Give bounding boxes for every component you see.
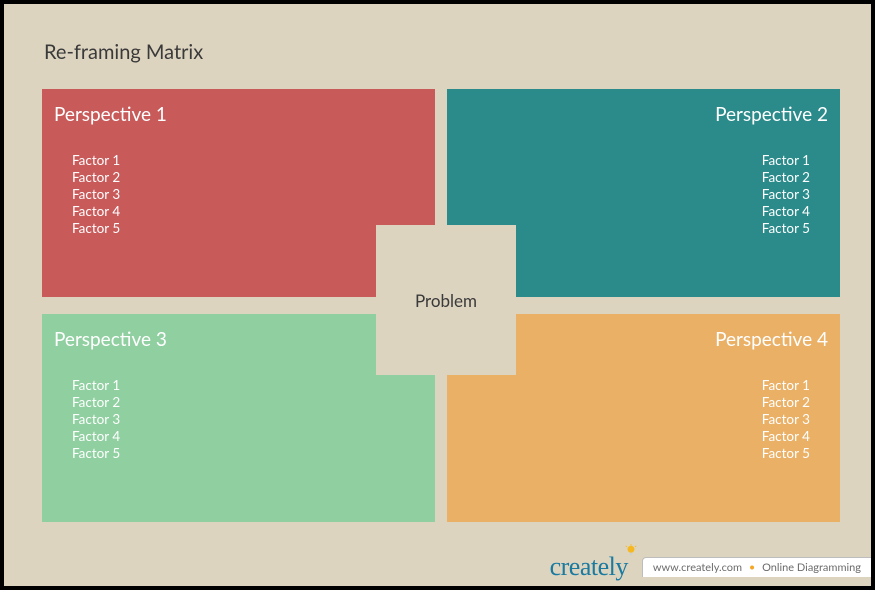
lightbulb-icon: [624, 544, 638, 558]
creately-logo: creately: [550, 552, 634, 582]
perspective-4-factors: Factor 1 Factor 2 Factor 3 Factor 4 Fact…: [762, 377, 810, 462]
list-item: Factor 1: [762, 152, 810, 169]
list-item: Factor 2: [762, 394, 810, 411]
diagram-title: Re-framing Matrix: [44, 40, 203, 64]
problem-box: Problem: [376, 225, 516, 375]
list-item: Factor 4: [762, 203, 810, 220]
list-item: Factor 4: [762, 428, 810, 445]
dot-separator: •: [745, 561, 759, 574]
list-item: Factor 1: [72, 377, 120, 394]
list-item: Factor 3: [72, 411, 120, 428]
list-item: Factor 5: [762, 445, 810, 462]
perspective-2-title: Perspective 2: [715, 103, 828, 126]
list-item: Factor 2: [762, 169, 810, 186]
perspective-1-title: Perspective 1: [54, 103, 167, 126]
list-item: Factor 4: [72, 428, 120, 445]
list-item: Factor 2: [72, 169, 120, 186]
footer-tagline: www.creately.com • Online Diagramming: [642, 557, 871, 577]
perspective-3-title: Perspective 3: [54, 328, 167, 351]
canvas-frame: Re-framing Matrix Perspective 1 Factor 1…: [4, 4, 871, 586]
perspective-2-factors: Factor 1 Factor 2 Factor 3 Factor 4 Fact…: [762, 152, 810, 237]
list-item: Factor 2: [72, 394, 120, 411]
problem-label: Problem: [415, 290, 477, 311]
footer: creately www.creately.com • Online Diagr…: [550, 548, 871, 586]
list-item: Factor 1: [762, 377, 810, 394]
perspective-3-factors: Factor 1 Factor 2 Factor 3 Factor 4 Fact…: [72, 377, 120, 462]
list-item: Factor 1: [72, 152, 120, 169]
list-item: Factor 3: [762, 186, 810, 203]
footer-tagline-text: Online Diagramming: [762, 561, 861, 574]
list-item: Factor 3: [762, 411, 810, 428]
list-item: Factor 3: [72, 186, 120, 203]
perspective-1-factors: Factor 1 Factor 2 Factor 3 Factor 4 Fact…: [72, 152, 120, 237]
list-item: Factor 5: [762, 220, 810, 237]
perspective-4-title: Perspective 4: [715, 328, 828, 351]
logo-text: creately: [550, 552, 628, 582]
list-item: Factor 5: [72, 445, 120, 462]
footer-url: www.creately.com: [653, 561, 742, 574]
list-item: Factor 5: [72, 220, 120, 237]
list-item: Factor 4: [72, 203, 120, 220]
